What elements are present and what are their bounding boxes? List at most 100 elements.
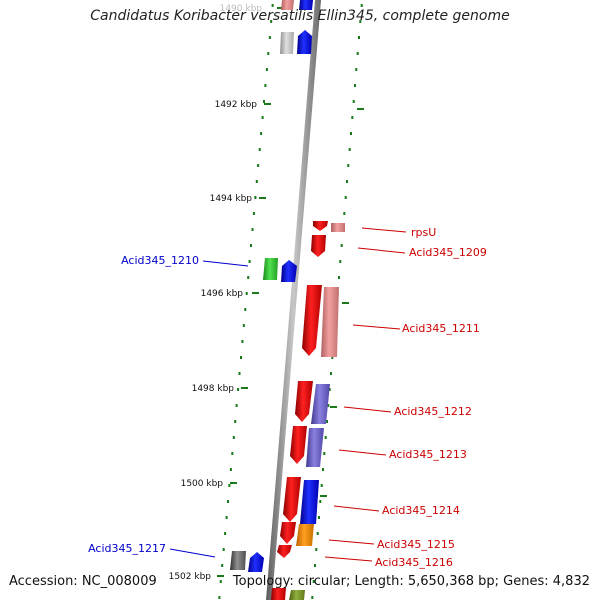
tick-label: 1500 kbp [181,479,224,489]
gc-dot [328,388,331,391]
tick-1502: 1502 kbp [169,572,224,582]
tick-label: 1496 kbp [201,289,244,299]
gc-dot [359,20,362,23]
gene-label-acid345-1211[interactable]: Acid345_1211 [402,322,480,335]
gc-dot [222,548,225,551]
reverse-gene-labels: Acid345_1210 Acid345_1217 [88,254,199,555]
forward-strand-track [277,221,345,558]
label-leader-lines [169,227,407,562]
gc-dot [327,404,330,407]
gc-dot [354,84,356,87]
gc-dot [260,132,263,135]
gc-dot [318,516,320,519]
reverse-strand-track [230,0,313,600]
gene-feature-acid345-1211 [302,285,339,357]
gene-label-acid345-1209[interactable]: Acid345_1209 [409,246,487,259]
gc-dot [267,52,270,55]
gc-dot [232,436,235,439]
gc-dot [323,452,326,455]
gc-dot [316,532,319,535]
kbp-ruler: 1490 kbp 1492 kbp 1494 kbp 1496 kbp 1498… [169,4,364,582]
gc-dot [355,68,358,71]
gc-dot [242,324,245,327]
gene-feature-acid345-1217 [230,551,264,572]
gc-dot [311,596,314,599]
gc-dot [245,292,248,295]
tick-1494: 1494 kbp [210,194,266,204]
gene-label-rpsu[interactable]: rpsU [411,226,436,239]
gc-dot [312,580,315,583]
gc-dot [264,84,267,87]
gene-feature-rpsu [313,221,345,232]
gc-dot [270,20,273,23]
gc-dot [252,212,255,215]
gc-dot [351,116,354,119]
gc-dot [271,4,274,7]
gc-dot [340,244,343,247]
gc-dot [261,116,264,119]
gc-dot [265,68,268,71]
gc-dot [339,260,342,263]
gene-feature-acid345-1212 [295,381,330,424]
gene-label-acid345-1215[interactable]: Acid345_1215 [377,538,455,551]
gene-feature-bottom [271,588,305,600]
gc-dot [314,564,316,567]
gene-label-acid345-1213[interactable]: Acid345_1213 [389,448,467,461]
gc-dot [231,452,234,455]
gc-dot [330,372,332,375]
gc-dot [255,180,258,183]
gene-feature-acid345-1214 [283,477,319,524]
forward-gene-labels: rpsU Acid345_1209 Acid345_1211 Acid345_1… [375,226,487,569]
gc-dot [224,532,227,535]
gene-label-acid345-1212[interactable]: Acid345_1212 [394,405,472,418]
gene-label-acid345-1210[interactable]: Acid345_1210 [121,254,199,267]
gc-dot [338,276,340,279]
gc-dot [324,436,327,439]
gc-dot [348,148,351,151]
gc-dot [258,148,261,151]
gc-dot [251,228,254,231]
tick-label: 1492 kbp [215,100,258,110]
gc-dot [346,180,348,183]
gc-dot [350,132,352,135]
tick-label: 1490 kbp [220,4,263,14]
gene-feature-acid345-1216 [277,545,292,558]
map-title: Candidatus Koribacter versatilis Ellin34… [90,8,510,24]
genome-backbone [266,0,321,600]
gc-dot [247,276,250,279]
gene-feature-acid345-1209 [311,235,326,257]
gc-dot [315,548,318,551]
gc-dot [344,196,347,199]
gc-dot [229,468,232,471]
gc-dot [319,500,322,503]
gc-dot [241,340,244,343]
gene-label-acid345-1216[interactable]: Acid345_1216 [375,556,453,569]
gc-dot [238,372,241,375]
topology-label: Topology: circular; Length: 5,650,368 bp… [232,574,590,589]
gc-dot [254,196,257,199]
gene-label-acid345-1217[interactable]: Acid345_1217 [88,542,166,555]
gene-feature-top-grey [280,0,313,54]
gc-dot [244,308,247,311]
gc-dot [331,356,334,359]
gc-dot [237,388,240,391]
gc-dot [219,580,222,583]
tick-label: 1502 kbp [169,572,212,582]
gc-dot [343,212,346,215]
gc-dot [225,516,228,519]
tick-1490: 1490 kbp [220,4,284,14]
gc-dot [358,36,360,39]
gc-dot [248,260,251,263]
gene-label-acid345-1214[interactable]: Acid345_1214 [382,504,460,517]
gene-feature-acid345-1213 [290,426,324,467]
gc-dot [352,100,355,103]
gc-dot [268,36,271,39]
accession-label: Accession: NC_008009 [9,574,157,589]
gc-dot [326,420,328,423]
gc-dot [360,4,363,7]
gc-dot [322,468,324,471]
gc-dot [235,404,238,407]
gc-dot [227,500,229,503]
gc-dot [218,596,221,599]
